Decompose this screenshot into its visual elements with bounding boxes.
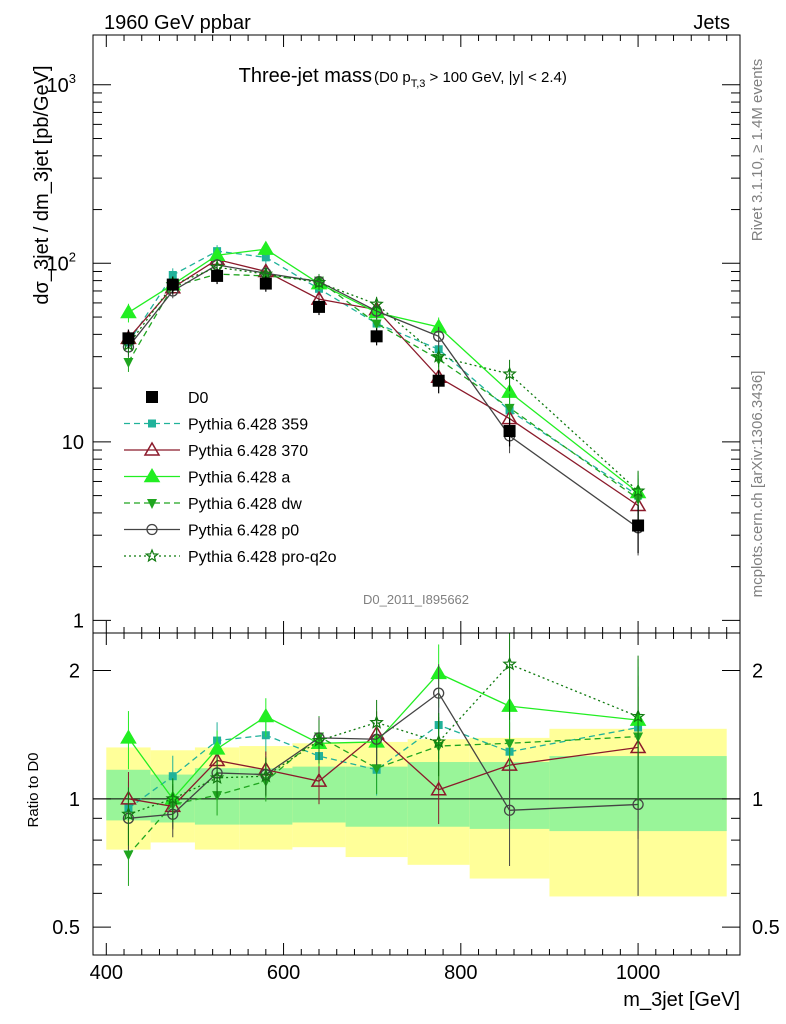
- ratio-point-pythia-6-428-pro-q2o: [311, 732, 327, 747]
- legend-marker: [146, 523, 158, 536]
- ratio-panel: 400 600 800 1000 0.5 0.5 1 1 2 2 Ratio to D0 m_3j…: [25, 632, 780, 1011]
- main-panel: 1 10 102 103 Three-jet mass (D0 pT,3 > 100 …: [31, 34, 741, 634]
- data-point-pythia-6-428-pro-q2o: [502, 366, 517, 381]
- data-point-pythia-6-428-p0: [433, 330, 445, 342]
- header-energy-label: 1960 GeV ppbar: [104, 12, 251, 34]
- data-point-d0: [503, 425, 516, 438]
- ratio-frame: [92, 632, 741, 956]
- ratio-point-pythia-6-428-370: [310, 772, 328, 787]
- legend-marker: [146, 391, 158, 403]
- ratio-tick-label-right: 0.5: [752, 917, 780, 939]
- series-line-pythia-6-428-dw: [127, 273, 639, 500]
- ratio-tick-label: 2: [69, 661, 80, 683]
- data-point-pythia-6-428-pro-q2o: [431, 349, 446, 363]
- data-point-pythia-6-428-dw: [371, 319, 382, 330]
- data-point-pythia-6-428-a: [120, 304, 137, 319]
- ratio-point-pythia-6-428-pro-q2o: [165, 791, 181, 806]
- ratio-point-pythia-6-428-pro-q2o: [369, 714, 384, 729]
- ratio-point-pythia-6-428-370: [430, 781, 447, 796]
- data-point-pythia-6-428-a: [257, 240, 275, 255]
- ratio-tick-label-right: 2: [752, 661, 763, 683]
- y-tick-label: 103: [47, 71, 76, 97]
- y-tick-label: 10: [62, 432, 84, 454]
- mcplots-reference-label: mcplots.cern.ch [arXiv:1306.3436]: [749, 371, 766, 598]
- legend-label: Pythia 6.428 p0: [188, 523, 299, 540]
- legend-marker: [143, 468, 161, 483]
- legend-label: Pythia 6.428 370: [188, 443, 308, 460]
- ratio-point-pythia-6-428-dw: [371, 764, 382, 775]
- chart-subtitle: (D0 pT,3 > 100 GeV, |y| < 2.4): [374, 69, 567, 90]
- analysis-watermark: D0_2011_I895662: [363, 592, 469, 607]
- legend-marker: [144, 548, 160, 563]
- x-tick-label: 600: [267, 962, 300, 984]
- ratio-point-pythia-6-428-p0: [433, 687, 445, 699]
- data-point-pythia-6-428-dw: [504, 403, 515, 414]
- legend-label: Pythia 6.428 pro-q2o: [188, 549, 337, 566]
- ratio-point-pythia-6-428-359: [168, 772, 177, 781]
- data-point-pythia-6-428-pro-q2o: [369, 296, 384, 311]
- main-frame: [92, 34, 741, 634]
- data-point-d0: [370, 330, 383, 343]
- ratio-point-pythia-6-428-dw: [123, 850, 134, 861]
- data-point-d0: [259, 277, 272, 290]
- ratio-point-pythia-6-428-pro-q2o: [502, 656, 517, 671]
- ratio-point-pythia-6-428-pro-q2o: [431, 734, 446, 749]
- legend-marker: [147, 499, 157, 509]
- y-tick-label: 102: [47, 249, 76, 275]
- ratio-axis-label: Ratio to D0: [25, 752, 42, 827]
- ratio-point-pythia-6-428-pro-q2o: [258, 768, 274, 783]
- ratio-point-pythia-6-428-dw: [504, 739, 515, 750]
- ratio-point-pythia-6-428-pro-q2o: [209, 770, 225, 785]
- legend: D0 Pythia 6.428 359 Pythia 6.428 370 Pythia…: [124, 390, 337, 566]
- ratio-point-pythia-6-428-p0: [503, 804, 516, 816]
- legend-label: Pythia 6.428 dw: [188, 496, 302, 513]
- rivet-version-label: Rivet 3.1.10, ≥ 1.4M events: [749, 59, 766, 242]
- ratio-point-pythia-6-428-pro-q2o: [630, 708, 646, 723]
- data-point-pythia-6-428-pro-q2o: [311, 274, 327, 289]
- legend-marker: [143, 441, 161, 456]
- data-point-d0: [632, 519, 645, 532]
- ratio-point-pythia-6-428-pro-q2o: [121, 806, 136, 821]
- x-axis-label: m_3jet [GeV]: [623, 989, 740, 1011]
- legend-marker: [148, 419, 156, 428]
- ratio-tick-label: 0.5: [52, 917, 80, 939]
- x-tick-label: 400: [90, 962, 123, 984]
- chart-title: Three-jet mass: [239, 65, 372, 87]
- data-point-d0: [313, 300, 326, 313]
- ratio-tick-label: 1: [69, 789, 80, 811]
- data-point-pythia-6-428-359: [168, 271, 177, 280]
- data-point-pythia-6-428-dw: [123, 358, 134, 369]
- ratio-point-pythia-6-428-a: [208, 740, 226, 755]
- ratio-point-pythia-6-428-a: [120, 729, 137, 744]
- ratio-point-pythia-6-428-a: [257, 708, 275, 723]
- data-point-pythia-6-428-pro-q2o: [630, 483, 646, 498]
- data-point-pythia-6-428-359: [261, 253, 270, 262]
- y-axis-label: dσ_3jet / dm_3jet [pb/GeV]: [31, 65, 53, 304]
- data-point-d0: [211, 269, 224, 282]
- legend-label: Pythia 6.428 a: [188, 470, 290, 487]
- x-tick-label: 800: [444, 962, 477, 984]
- y-tick-label: 1: [73, 610, 84, 632]
- data-point-d0: [122, 332, 135, 345]
- data-point-d0: [432, 374, 445, 387]
- legend-label: D0: [188, 390, 209, 407]
- ratio-tick-label-right: 1: [752, 789, 763, 811]
- ratio-line-pythia-6-428-359: [128, 724, 639, 809]
- x-tick-label: 1000: [616, 962, 661, 984]
- header-category-label: Jets: [693, 12, 730, 34]
- data-point-d0: [166, 278, 179, 291]
- legend-label: Pythia 6.428 359: [188, 417, 308, 434]
